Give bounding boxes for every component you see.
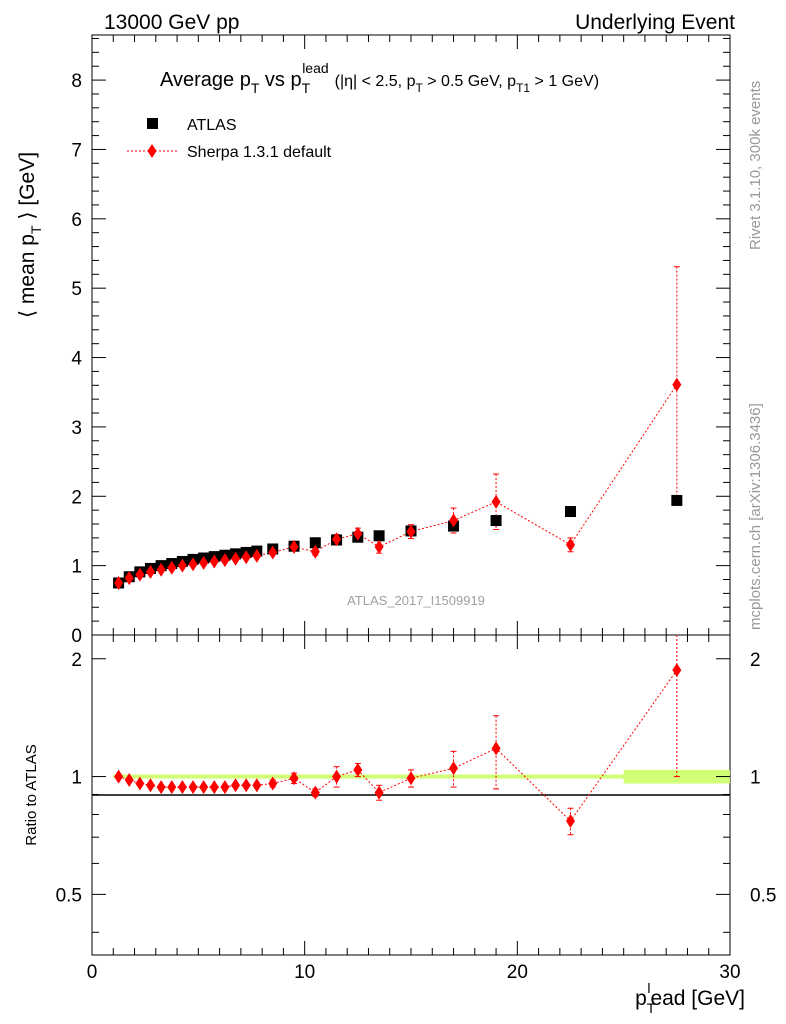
ratio-y-tick-label-right: 0.5 — [750, 885, 776, 906]
main-y-tick-label: 3 — [71, 418, 82, 439]
sherpa-ratio-point — [167, 780, 177, 795]
sherpa-data-point — [374, 539, 384, 554]
sherpa-data-point — [135, 567, 145, 582]
sherpa-data-point — [167, 560, 177, 575]
sherpa-ratio-point — [199, 780, 209, 795]
ratio-y-tick-label: 0.5 — [56, 885, 82, 906]
sherpa-data-point — [449, 513, 459, 528]
sherpa-ratio-point — [209, 780, 219, 795]
sherpa-ratio-point — [449, 761, 459, 776]
sherpa-ratio-point — [135, 776, 145, 791]
sherpa-ratio-point — [145, 778, 155, 793]
sherpa-data-point — [491, 494, 501, 509]
main-y-tick-label: 5 — [71, 279, 82, 300]
ratio-y-tick-label: 2 — [71, 650, 82, 671]
main-y-tick-label: 8 — [71, 71, 82, 92]
axis-ticks: 0 10 20 30 0 1 2 3 4 5 6 7 8 0.5 0.5 1 1 2 2 — [56, 35, 776, 983]
ratio-y-tick-label: 1 — [71, 768, 82, 789]
sherpa-data-point — [209, 554, 219, 569]
main-y-tick-label: 2 — [71, 487, 82, 508]
plot-title: Average pT vs pTlead(|η| < 2.5, pT > 0.5… — [160, 60, 599, 96]
legend-sherpa-label: Sherpa 1.3.1 default — [187, 144, 332, 161]
sherpa-ratio-point — [289, 771, 299, 786]
sherpa-data-point — [672, 377, 682, 392]
sherpa-ratio-line — [118, 669, 678, 822]
sherpa-ratio-point — [672, 663, 682, 678]
legend-atlas-label: ATLAS — [187, 117, 237, 134]
atlas-data-point — [565, 506, 576, 518]
sherpa-ratio-point — [353, 762, 363, 777]
x-tick-label: 0 — [87, 962, 98, 983]
analysis-watermark: ATLAS_2017_I1509919 — [347, 593, 485, 608]
sherpa-data-point — [188, 557, 198, 572]
sherpa-ratio-point — [374, 785, 384, 800]
sherpa-data-point — [114, 575, 124, 590]
atlas-data-point — [373, 530, 385, 542]
sherpa-ratio-point — [310, 785, 320, 800]
sherpa-data-point — [145, 564, 155, 579]
sherpa-data-point — [310, 544, 320, 559]
sherpa-data-point — [124, 571, 134, 586]
sherpa-data-point — [220, 553, 230, 568]
header-left: 13000 GeV pp — [104, 11, 239, 34]
legend-atlas-marker — [147, 118, 158, 129]
sherpa-data-point — [177, 558, 187, 573]
mcplots-reference-label: mcplots.cern.ch [arXiv:1306.3436] — [747, 403, 764, 630]
sherpa-data-point — [406, 524, 416, 539]
sherpa-data-point — [199, 555, 209, 570]
main-y-tick-label: 7 — [71, 140, 82, 161]
sherpa-ratio-point — [124, 772, 134, 787]
x-tick-label: 10 — [294, 962, 315, 983]
sherpa-data-point — [566, 537, 575, 552]
sherpa-ratio-point — [406, 771, 416, 786]
ratio-uncertainty-band — [113, 769, 730, 784]
sherpa-data-point — [156, 562, 166, 577]
sherpa-ratio-point — [156, 780, 166, 795]
ratio-plot-data — [114, 635, 682, 836]
sherpa-ratio-point — [491, 741, 501, 756]
sherpa-data-point — [252, 548, 262, 563]
legend: ATLAS Sherpa 1.3.1 default — [127, 117, 332, 161]
main-y-tick-label: 6 — [71, 210, 82, 231]
ratio-y-tick-label-right: 2 — [750, 650, 761, 671]
sherpa-ratio-point — [268, 776, 278, 791]
sherpa-ratio-point — [332, 769, 342, 784]
sherpa-ratio-point — [114, 769, 124, 784]
sherpa-data-point — [231, 551, 241, 566]
ratio-band-segment — [113, 774, 624, 779]
x-tick-label: 20 — [507, 962, 528, 983]
atlas-data-point — [671, 494, 683, 506]
ratio-y-tick-label-right: 1 — [750, 768, 761, 789]
rivet-version-label: Rivet 3.1.10, 300k events — [747, 81, 764, 250]
sherpa-data-point — [241, 550, 251, 565]
sherpa-ratio-point — [188, 780, 198, 795]
sherpa-ratio-point — [220, 780, 230, 795]
sherpa-ratio-point — [252, 778, 262, 793]
main-y-axis-label: ⟨ mean pT ⟩ [GeV] — [16, 152, 44, 318]
header-right: Underlying Event — [575, 11, 735, 34]
x-tick-label: 30 — [719, 962, 740, 983]
sherpa-data-point — [268, 545, 278, 560]
ratio-y-axis-label: Ratio to ATLAS — [23, 744, 40, 845]
main-plot-data — [113, 266, 683, 590]
main-y-tick-label: 4 — [71, 349, 82, 370]
x-axis-label: pTlead [GeV] — [635, 980, 745, 1016]
main-y-tick-label: 1 — [71, 557, 82, 578]
atlas-data-point — [309, 537, 321, 549]
sherpa-ratio-point — [241, 778, 251, 793]
sherpa-ratio-point — [177, 780, 187, 795]
sherpa-data-point — [289, 539, 299, 554]
sherpa-data-point — [332, 532, 342, 547]
atlas-data-point — [490, 515, 502, 527]
sherpa-data-point — [353, 526, 363, 541]
sherpa-ratio-point — [566, 813, 575, 828]
legend-sherpa-marker — [147, 144, 157, 158]
main-y-tick-label: 0 — [71, 626, 82, 647]
sherpa-ratio-point — [231, 778, 241, 793]
